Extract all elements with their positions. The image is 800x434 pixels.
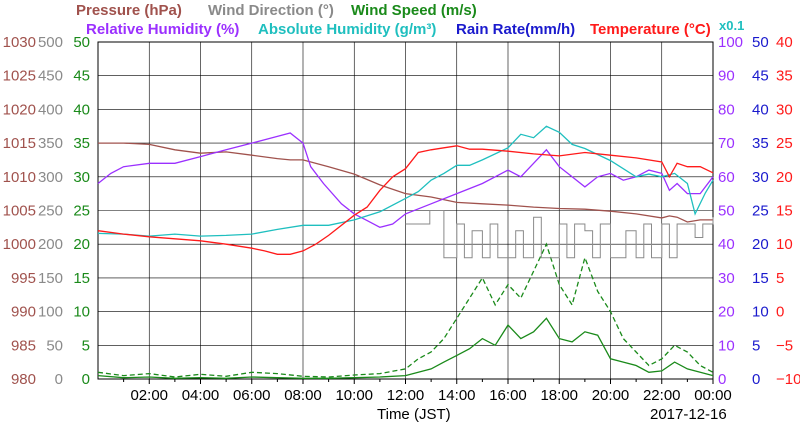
wind-speed-tick-label: 20 [73, 236, 90, 253]
pressure-tick-label: 1020 [3, 101, 36, 118]
pressure-tick-label: 1000 [3, 236, 36, 253]
wind-speed-tick-label: 35 [73, 135, 90, 152]
relative-humidity-tick-label: 60 [718, 169, 735, 186]
wind-direction-tick-label: 350 [38, 135, 63, 152]
wind-speed-tick-label: 40 [73, 101, 90, 118]
rain-rate-tick-label: 25 [752, 203, 769, 220]
wind-speed-tick-label: 25 [73, 203, 90, 220]
pressure-tick-label: 1010 [3, 169, 36, 186]
pressure-tick-label: 995 [11, 270, 36, 287]
relative-humidity-tick-label: 100 [718, 34, 743, 51]
temperature-tick-label: 40 [776, 34, 793, 51]
legend-scale-note: x0.1 [719, 18, 744, 33]
wind-direction-tick-label: 300 [38, 169, 63, 186]
legend-temperature: Temperature (°C) [590, 21, 711, 38]
x-tick-label: 04:00 [182, 387, 220, 404]
pressure-tick-label: 990 [11, 304, 36, 321]
x-tick-label: 18:00 [540, 387, 578, 404]
rain-rate-tick-label: 0 [752, 371, 760, 388]
temperature-tick-label: 5 [776, 270, 784, 287]
data-series [97, 125, 714, 379]
relative-humidity-tick-label: 80 [718, 101, 735, 118]
wind-speed-tick-label: 5 [82, 337, 90, 354]
series-line-absolute-humidity-g-m-x [97, 125, 714, 237]
temperature-tick-label: 0 [776, 304, 784, 321]
wind-direction-tick-label: 400 [38, 101, 63, 118]
x-axis-title: Time (JST) [377, 406, 451, 423]
x-tick-label: 12:00 [387, 387, 425, 404]
series-line-wind-speed-m-s [97, 317, 714, 379]
pressure-tick-label: 1025 [3, 68, 36, 85]
wind-direction-tick-label: 200 [38, 236, 63, 253]
wind-direction-tick-label: 50 [46, 337, 63, 354]
temperature-tick-label: 15 [776, 203, 793, 220]
relative-humidity-tick-label: 40 [718, 236, 735, 253]
relative-humidity-tick-label: 20 [718, 304, 735, 321]
rain-rate-tick-label: 5 [752, 337, 760, 354]
wind-speed-tick-label: 10 [73, 304, 90, 321]
x-tick-label: 16:00 [489, 387, 527, 404]
plot-area [97, 41, 714, 384]
legend-pressure: Pressure (hPa) [76, 2, 182, 19]
series-line-temperature-c [97, 145, 714, 255]
x-tick-label: 10:00 [335, 387, 373, 404]
rain-rate-tick-label: 40 [752, 101, 769, 118]
pressure-tick-label: 980 [11, 371, 36, 388]
axis-labels: 02:00 04:00 06:00 08:00 10:00 12:00 14:00 16:00… [3, 34, 800, 404]
rain-rate-tick-label: 45 [752, 68, 769, 85]
pressure-tick-label: 1005 [3, 203, 36, 220]
relative-humidity-tick-label: 50 [718, 203, 735, 220]
series-line-wind-direction [405, 210, 714, 259]
temperature-tick-label: −5 [776, 337, 793, 354]
rain-rate-tick-label: 10 [752, 304, 769, 321]
relative-humidity-tick-label: 0 [718, 371, 726, 388]
relative-humidity-tick-label: 70 [718, 135, 735, 152]
temperature-tick-label: 20 [776, 169, 793, 186]
relative-humidity-tick-label: 10 [718, 337, 735, 354]
wind-speed-tick-label: 45 [73, 68, 90, 85]
x-tick-label: 22:00 [643, 387, 681, 404]
pressure-tick-label: 1030 [3, 34, 36, 51]
temperature-tick-label: 30 [776, 101, 793, 118]
rain-rate-tick-label: 20 [752, 236, 769, 253]
wind-direction-tick-label: 450 [38, 68, 63, 85]
wind-direction-tick-label: 250 [38, 203, 63, 220]
wind-speed-tick-label: 30 [73, 169, 90, 186]
wind-direction-tick-label: 100 [38, 304, 63, 321]
rain-rate-tick-label: 30 [752, 169, 769, 186]
chart-legend: Pressure (hPa) Wind Direction (°) Wind S… [76, 2, 744, 38]
pressure-tick-label: 985 [11, 337, 36, 354]
date-label: 2017-12-16 [650, 406, 727, 423]
temperature-tick-label: 25 [776, 135, 793, 152]
legend-relative-humidity: Relative Humidity (%) [86, 21, 239, 38]
x-tick-label: 06:00 [233, 387, 271, 404]
wind-direction-tick-label: 0 [55, 371, 63, 388]
x-tick-label: 02:00 [130, 387, 168, 404]
series-line-wind-speed-gust-m-s [97, 242, 714, 378]
legend-rain-rate: Rain Rate(mm/h) [456, 21, 575, 38]
rain-rate-tick-label: 35 [752, 135, 769, 152]
legend-wind-speed: Wind Speed (m/s) [351, 2, 477, 19]
rain-rate-tick-label: 50 [752, 34, 769, 51]
rain-rate-tick-label: 15 [752, 270, 769, 287]
wind-direction-tick-label: 150 [38, 270, 63, 287]
series-line-relative-humidity [97, 132, 714, 228]
temperature-tick-label: 10 [776, 236, 793, 253]
temperature-tick-label: 35 [776, 68, 793, 85]
relative-humidity-tick-label: 30 [718, 270, 735, 287]
temperature-tick-label: −10 [776, 371, 800, 388]
x-tick-label: 14:00 [438, 387, 476, 404]
x-tick-label: 08:00 [284, 387, 322, 404]
x-tick-label: 20:00 [592, 387, 630, 404]
pressure-tick-label: 1015 [3, 135, 36, 152]
x-tick-label: 00:00 [694, 387, 732, 404]
wind-speed-tick-label: 15 [73, 270, 90, 287]
wind-speed-tick-label: 0 [82, 371, 90, 388]
legend-absolute-humidity: Absolute Humidity (g/m³) [258, 21, 436, 38]
legend-wind-direction: Wind Direction (°) [208, 2, 334, 19]
wind-direction-tick-label: 500 [38, 34, 63, 51]
relative-humidity-tick-label: 90 [718, 68, 735, 85]
wind-speed-tick-label: 50 [73, 34, 90, 51]
